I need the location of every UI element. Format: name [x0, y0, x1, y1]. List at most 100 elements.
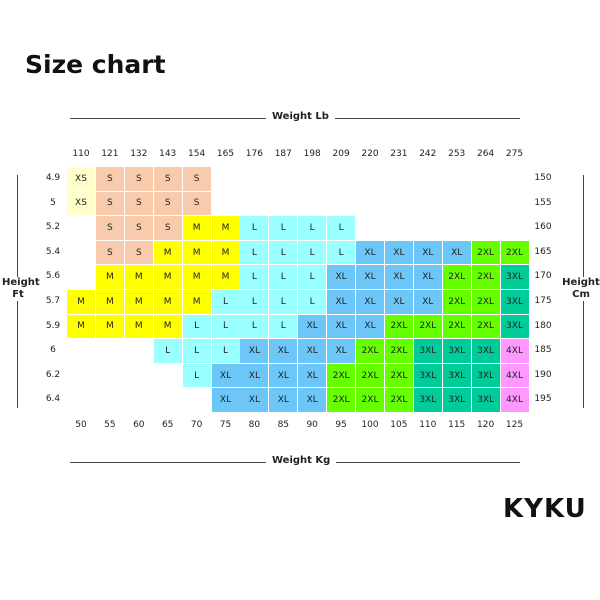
height-cm-tick: 160 — [534, 222, 552, 233]
weight-kg-tick: 125 — [505, 420, 524, 430]
weight-kg-tick: 80 — [248, 420, 261, 430]
size-cell: 3XL — [471, 363, 500, 388]
size-cell: 2XL — [356, 363, 384, 388]
size-cell: L — [211, 314, 240, 339]
height-ft-tick: 5 — [50, 197, 56, 208]
size-cell: 2XL — [356, 339, 384, 363]
size-cell: M — [95, 265, 124, 289]
size-cell: M — [211, 265, 240, 289]
size-cell: L — [269, 290, 298, 314]
size-cell: 2XL — [384, 314, 413, 339]
size-cell: L — [182, 363, 211, 388]
height-cm-tick: 180 — [534, 320, 552, 331]
size-cell: 2XL — [442, 265, 471, 289]
size-cell: S — [153, 216, 182, 240]
height-ft-tick: 6 — [50, 345, 56, 356]
height-ft-title-line1: Height — [2, 277, 40, 288]
weight-lb-tick: 198 — [303, 149, 321, 159]
size-cell: XL — [269, 363, 298, 388]
size-cell: M — [182, 216, 211, 240]
size-cell: M — [95, 290, 124, 314]
weight-lb-tick: 110 — [72, 149, 90, 159]
weight-lb-tick: 143 — [159, 149, 177, 159]
brand-logo: KYKU — [503, 494, 587, 524]
height-cm-title-line1: Height — [562, 277, 600, 288]
size-cell: M — [182, 265, 211, 289]
size-cell: S — [95, 167, 124, 191]
size-cell: 2XL — [327, 363, 356, 388]
size-cell: 2XL — [356, 388, 384, 412]
size-cell: S — [124, 216, 153, 240]
size-cell: L — [182, 314, 211, 339]
weight-kg-tick: 60 — [133, 420, 145, 430]
weight-lb-tick: 154 — [188, 149, 206, 159]
size-cell: L — [327, 216, 356, 240]
height-ft-tick: 5.7 — [45, 296, 61, 306]
size-cell: L — [327, 240, 356, 265]
size-cell: XL — [327, 265, 356, 289]
size-cell: 2XL — [413, 314, 442, 339]
size-cell: L — [211, 339, 240, 363]
size-cell: XL — [327, 339, 356, 363]
size-cell: XL — [298, 388, 327, 412]
size-cell: 3XL — [500, 265, 529, 289]
weight-kg-tick: 90 — [306, 420, 318, 430]
size-cell: XL — [240, 363, 269, 388]
weight-lb-tick: 165 — [216, 149, 235, 159]
size-cell: M — [67, 290, 95, 314]
size-cell: 3XL — [500, 290, 529, 314]
height-cm-tick: 185 — [534, 345, 552, 356]
size-cell: XL — [413, 290, 442, 314]
weight-kg-title: Weight Kg — [266, 455, 337, 466]
weight-kg-tick: 110 — [419, 420, 437, 430]
size-cell: M — [153, 240, 182, 265]
size-cell: XL — [327, 290, 356, 314]
size-cell: 2XL — [384, 339, 413, 363]
size-cell: M — [182, 290, 211, 314]
size-cell: XL — [356, 290, 384, 314]
size-cell: L — [240, 216, 269, 240]
size-cell: 3XL — [442, 388, 471, 412]
size-cell: S — [153, 191, 182, 216]
size-cell: 2XL — [384, 388, 413, 412]
size-cell: L — [298, 240, 327, 265]
weight-kg-tick: 55 — [104, 420, 116, 430]
size-cell: L — [240, 240, 269, 265]
height-cm-tick: 165 — [534, 246, 552, 257]
size-cell: 3XL — [500, 314, 529, 339]
size-cell: S — [95, 216, 124, 240]
size-cell: L — [240, 290, 269, 314]
size-cell: 2XL — [442, 290, 471, 314]
height-cm-tick: 190 — [534, 369, 552, 380]
size-cell: 3XL — [413, 388, 442, 412]
size-cell: XL — [356, 240, 384, 265]
size-cell: XL — [413, 265, 442, 289]
height-ft-tick: 4.9 — [45, 173, 61, 183]
size-cell: 3XL — [471, 388, 500, 412]
size-cell: 3XL — [442, 363, 471, 388]
size-cell: 2XL — [384, 363, 413, 388]
size-cell: S — [182, 167, 211, 191]
size-cell: XL — [298, 363, 327, 388]
size-cell: 4XL — [500, 388, 529, 412]
weight-kg-tick: 95 — [335, 420, 347, 430]
size-cell: XL — [211, 363, 240, 388]
size-cell: 3XL — [442, 339, 471, 363]
height-cm-tick: 155 — [534, 197, 552, 208]
size-cell: M — [182, 240, 211, 265]
size-cell: S — [95, 240, 124, 265]
height-ft-tick: 5.2 — [45, 222, 61, 233]
size-cell: L — [153, 339, 182, 363]
size-cell: M — [124, 314, 153, 339]
size-cell: L — [240, 314, 269, 339]
size-cell: L — [298, 216, 327, 240]
size-cell: 2XL — [327, 388, 356, 412]
height-ft-tick: 5.4 — [45, 246, 61, 257]
weight-kg-tick: 85 — [277, 420, 290, 430]
weight-kg-tick: 115 — [448, 420, 466, 430]
weight-kg-tick: 50 — [75, 420, 87, 430]
size-cell: 4XL — [500, 363, 529, 388]
size-cell: M — [153, 290, 182, 314]
size-cell: XL — [211, 388, 240, 412]
